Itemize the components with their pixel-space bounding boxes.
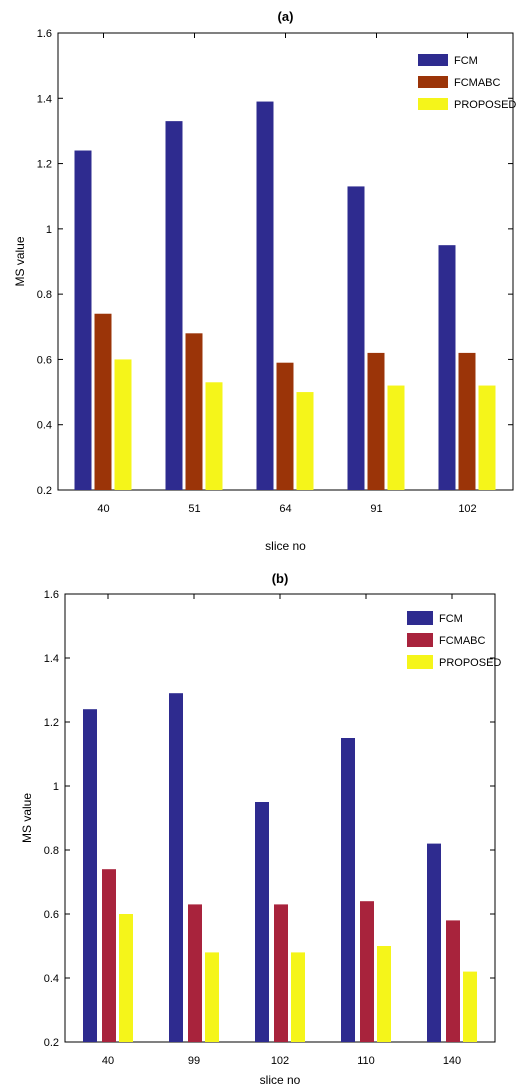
y-tick-label: 0.8 [44,845,59,857]
legend-swatch-fcmabc [407,633,433,647]
y-tick-label: 1.6 [37,28,52,40]
bar-fcmabc-40 [94,313,112,490]
x-tick-label: 102 [458,503,476,515]
bar-fcmabc-99 [188,904,202,1042]
bar-fcmabc-91 [367,352,385,490]
x-tick-label: 51 [188,503,200,515]
y-tick-label: 1.2 [44,717,59,729]
bar-fcmabc-64 [276,362,294,490]
x-tick-label: 102 [271,1055,289,1067]
bar-proposed-64 [296,392,314,490]
bar-fcmabc-140 [446,920,460,1042]
bar-fcm-99 [169,693,183,1042]
y-tick-label: 0.2 [37,485,52,497]
y-tick-label: 0.2 [44,1037,59,1049]
y-tick-label: 0.4 [44,973,59,985]
x-tick-label: 64 [279,503,291,515]
y-tick-label: 1.4 [44,653,59,665]
y-tick-label: 1.4 [37,93,52,105]
bar-proposed-102 [291,952,305,1042]
y-tick-label: 0.8 [37,289,52,301]
bar-fcmabc-110 [360,901,374,1042]
y-axis-label: MS value [20,793,34,843]
y-tick-label: 0.6 [44,909,59,921]
bar-proposed-40 [119,914,133,1042]
legend-swatch-proposed [418,98,448,110]
bar-proposed-110 [377,946,391,1042]
legend-swatch-fcmabc [418,76,448,88]
legend-label: FCM [454,55,478,67]
y-tick-label: 0.6 [37,354,52,366]
legend: FCM FCMABC PROPOSED [418,54,516,111]
bar-fcm-110 [341,738,355,1042]
legend-swatch-fcm [418,54,448,66]
bar-fcm-40 [83,709,97,1042]
x-axis-label: slice no [260,1073,301,1087]
x-tick-label: 40 [102,1055,114,1067]
bar-proposed-40 [114,359,132,490]
legend-label: PROPOSED [454,99,516,111]
bar-fcm-64 [256,101,274,491]
y-axis-label: MS value [13,236,27,286]
legend-label: FCMABC [454,77,501,89]
legend-label: PROPOSED [439,657,501,669]
y-tick-label: 1 [53,781,59,793]
x-tick-label: 140 [443,1055,461,1067]
y-tick-label: 0.4 [37,420,52,432]
chart-b: (b) 0.2 0.4 0.6 0.8 1 1.2 1.4 1.6 MS value 40 99 102… [20,571,501,1087]
bar-fcm-40 [74,150,92,490]
bar-proposed-140 [463,971,477,1042]
bar-proposed-51 [205,382,223,490]
bar-fcmabc-102 [458,352,476,490]
legend-label: FCMABC [439,635,486,647]
y-tick-label: 1.2 [37,159,52,171]
bar-fcm-140 [427,843,441,1042]
x-tick-label: 110 [357,1055,375,1067]
bar-proposed-102 [478,385,496,490]
y-tick-label: 1.6 [44,589,59,601]
chart-title: (b) [272,571,289,586]
chart-a: (a) 0.2 0.4 0.6 0.8 1 1.2 1.4 1.6 MS value 40 51 64 9… [13,9,516,553]
bar-fcm-91 [347,186,365,490]
bar-fcm-51 [165,121,183,490]
y-tick-label: 1 [46,224,52,236]
x-tick-label: 91 [370,503,382,515]
chart-title: (a) [278,9,294,24]
legend-label: FCM [439,613,463,625]
bar-fcm-102 [255,802,269,1042]
legend: FCM FCMABC PROPOSED [407,611,501,669]
legend-swatch-proposed [407,655,433,669]
bar-fcmabc-51 [185,333,203,490]
bar-fcmabc-102 [274,904,288,1042]
x-tick-label: 40 [97,503,109,515]
bar-fcmabc-40 [102,869,116,1042]
legend-swatch-fcm [407,611,433,625]
x-tick-label: 99 [188,1055,200,1067]
bar-proposed-91 [387,385,405,490]
bar-fcm-102 [438,245,456,490]
x-axis-label: slice no [265,539,306,553]
bar-proposed-99 [205,952,219,1042]
